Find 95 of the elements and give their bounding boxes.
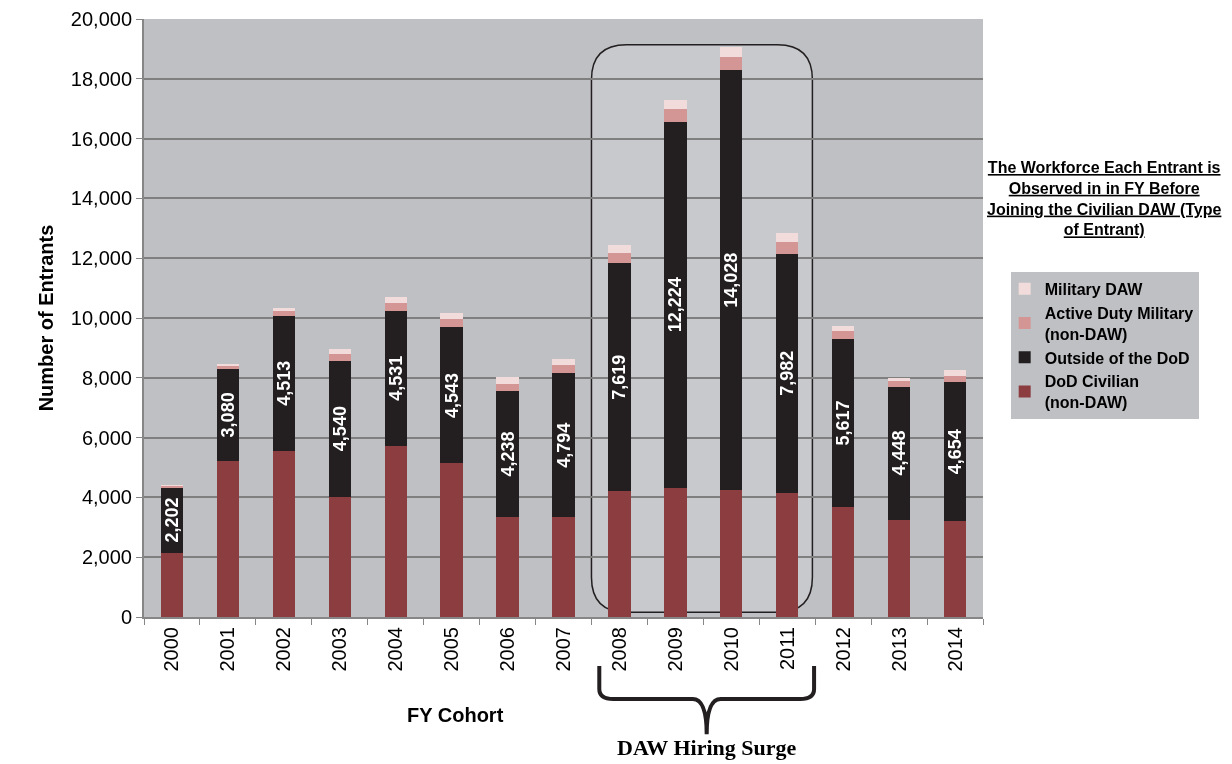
x-tick-label: 2010 [719, 627, 742, 672]
data-label: 4,543 [441, 372, 462, 418]
y-tick-label: 4,000 [81, 486, 132, 509]
legend-label: Active Duty Military (non-DAW) [1044, 304, 1194, 343]
bar [552, 373, 575, 517]
y-tick-label: 0 [120, 606, 132, 628]
bar [440, 327, 463, 464]
data-label: 12,224 [665, 277, 686, 333]
data-label: 2,202 [161, 497, 182, 543]
bar [384, 445, 407, 617]
y-tick-label: 2,000 [81, 546, 132, 569]
bar [552, 358, 575, 366]
x-tick-label: 2003 [328, 627, 351, 672]
bar [776, 232, 799, 242]
data-label: 4,654 [945, 429, 966, 475]
data-label: 4,513 [273, 360, 294, 406]
bar [552, 365, 575, 374]
x-tick-label: 2013 [887, 627, 910, 672]
bar [887, 519, 911, 617]
x-tick-label: 2001 [216, 627, 239, 672]
bar [440, 312, 463, 319]
x-tick-label: 2008 [607, 627, 630, 672]
x-tick-label: 2012 [831, 627, 854, 672]
bar [664, 108, 687, 123]
data-label: 3,080 [217, 392, 238, 438]
bar [440, 463, 463, 617]
y-axis-title: Number of Entrants [34, 224, 57, 412]
bar [776, 253, 799, 493]
bar [776, 241, 799, 254]
bar [664, 487, 687, 617]
bar [943, 521, 967, 617]
x-axis-title: FY Cohort [407, 704, 504, 726]
legend-label: Outside of the DoD [1044, 349, 1190, 367]
bar [664, 99, 687, 109]
data-label: 4,448 [889, 430, 910, 476]
x-tick-label: 2000 [160, 627, 183, 672]
x-tick-label: 2009 [663, 627, 686, 672]
y-tick-label: 18,000 [70, 67, 132, 90]
bar [496, 383, 519, 391]
data-label: 4,238 [497, 431, 518, 477]
legend-label: DoD Civilian (non-DAW) [1044, 373, 1139, 412]
bar [943, 375, 967, 383]
bar [720, 56, 743, 71]
bar [160, 553, 184, 617]
bar [496, 517, 519, 617]
y-tick-label: 8,000 [81, 366, 132, 389]
bar [384, 297, 407, 304]
bar [216, 460, 240, 617]
data-label: 4,540 [329, 406, 350, 452]
y-tick-label: 6,000 [81, 426, 132, 449]
bar [720, 70, 743, 490]
y-tick-label: 14,000 [70, 187, 132, 210]
bar [720, 489, 743, 617]
data-label: 7,982 [777, 350, 798, 396]
data-label: 14,028 [721, 252, 742, 308]
bar [943, 369, 967, 376]
bar [552, 516, 575, 617]
x-tick-label: 2004 [384, 627, 407, 672]
y-tick-label: 16,000 [70, 127, 132, 150]
bar [328, 354, 351, 361]
bar [776, 492, 799, 617]
bar [496, 377, 519, 384]
y-tick-label: 12,000 [70, 247, 132, 270]
legend-label: Military DAW [1044, 281, 1144, 299]
bar [608, 491, 631, 617]
bar [608, 244, 631, 253]
bar [887, 381, 911, 387]
bar [608, 252, 631, 264]
bar [272, 311, 296, 316]
x-tick-label: 2011 [775, 627, 798, 671]
data-label: 4,794 [553, 422, 574, 468]
bar [440, 318, 463, 328]
x-tick-label: 2007 [552, 627, 574, 672]
bar [831, 325, 855, 331]
bar [831, 506, 855, 617]
y-tick-label: 20,000 [70, 8, 132, 30]
bar [664, 122, 687, 488]
bar [272, 450, 296, 617]
legend-title: The Workforce Each Entrant is Observed in in FY Before Joining the Civilian DAW (Type of Entrant) [987, 159, 1222, 239]
bar [328, 496, 351, 617]
x-tick-label: 2014 [943, 627, 966, 672]
y-tick-label: 10,000 [70, 307, 132, 329]
x-tick-label: 2002 [272, 627, 295, 672]
data-label: 5,617 [833, 400, 854, 446]
bar [384, 303, 407, 311]
bar [328, 349, 351, 355]
bar [272, 308, 296, 312]
bar [720, 47, 743, 57]
data-label: 7,619 [609, 354, 630, 400]
bar [608, 263, 631, 492]
x-tick-label: 2006 [496, 627, 519, 672]
text: DAW Hiring Surge [617, 735, 797, 760]
x-tick-label: 2005 [440, 627, 463, 672]
data-label: 4,531 [385, 355, 406, 401]
bar [831, 330, 855, 340]
